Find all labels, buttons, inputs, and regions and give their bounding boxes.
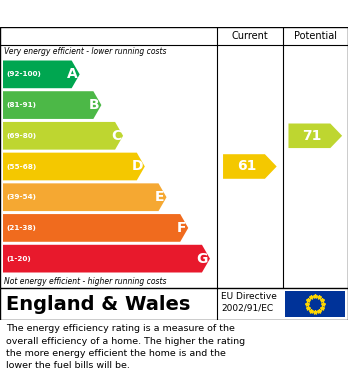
Text: The energy efficiency rating is a measure of the
overall efficiency of a home. T: The energy efficiency rating is a measur… [6, 324, 245, 371]
Text: (92-100): (92-100) [6, 71, 41, 77]
Text: (69-80): (69-80) [6, 133, 36, 139]
Polygon shape [223, 154, 277, 179]
Text: (1-20): (1-20) [6, 256, 31, 262]
Text: 61: 61 [237, 160, 256, 174]
Text: Potential: Potential [294, 31, 337, 41]
Text: (21-38): (21-38) [6, 225, 36, 231]
Text: (55-68): (55-68) [6, 163, 36, 170]
Text: EU Directive
2002/91/EC: EU Directive 2002/91/EC [221, 292, 277, 313]
Text: D: D [131, 160, 143, 174]
Text: 71: 71 [302, 129, 322, 143]
Text: England & Wales: England & Wales [6, 294, 190, 314]
Polygon shape [3, 214, 188, 242]
Text: (81-91): (81-91) [6, 102, 36, 108]
Polygon shape [288, 124, 342, 148]
Text: G: G [197, 252, 208, 265]
Polygon shape [3, 183, 167, 211]
Polygon shape [3, 152, 145, 180]
Bar [285, 291, 345, 317]
Text: B: B [89, 98, 100, 112]
Text: E: E [155, 190, 165, 204]
Polygon shape [3, 61, 80, 88]
Text: C: C [111, 129, 121, 143]
Text: Energy Efficiency Rating: Energy Efficiency Rating [69, 6, 279, 21]
Text: F: F [177, 221, 186, 235]
Text: Current: Current [231, 31, 268, 41]
Text: Not energy efficient - higher running costs: Not energy efficient - higher running co… [4, 276, 166, 285]
Polygon shape [3, 122, 123, 150]
Polygon shape [3, 91, 101, 119]
Text: A: A [67, 67, 78, 81]
Polygon shape [3, 245, 210, 273]
Text: Very energy efficient - lower running costs: Very energy efficient - lower running co… [4, 47, 166, 57]
Text: (39-54): (39-54) [6, 194, 36, 200]
